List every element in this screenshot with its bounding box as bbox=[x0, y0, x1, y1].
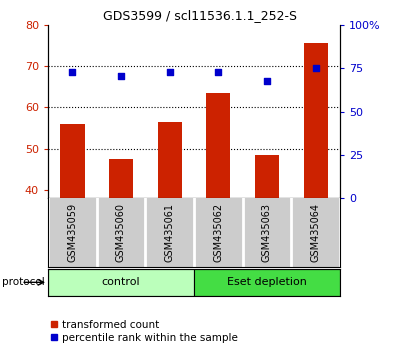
Text: GSM435063: GSM435063 bbox=[262, 203, 272, 262]
Text: GDS3599 / scl11536.1.1_252-S: GDS3599 / scl11536.1.1_252-S bbox=[103, 9, 297, 22]
Text: GSM435059: GSM435059 bbox=[67, 203, 77, 262]
Bar bbox=[158, 122, 182, 198]
Legend: transformed count, percentile rank within the sample: transformed count, percentile rank withi… bbox=[45, 315, 242, 347]
Point bbox=[166, 69, 173, 75]
Point bbox=[69, 69, 76, 75]
Bar bbox=[109, 159, 133, 198]
Text: protocol: protocol bbox=[2, 278, 45, 287]
Text: GSM435060: GSM435060 bbox=[116, 203, 126, 262]
Point bbox=[215, 69, 222, 75]
Point bbox=[118, 74, 124, 79]
Bar bbox=[60, 124, 84, 198]
Text: GSM435062: GSM435062 bbox=[213, 203, 223, 262]
Point bbox=[264, 78, 270, 84]
Text: control: control bbox=[102, 277, 140, 287]
Text: GSM435061: GSM435061 bbox=[165, 203, 175, 262]
Bar bbox=[206, 93, 230, 198]
Bar bbox=[194, 269, 340, 296]
Text: GSM435064: GSM435064 bbox=[311, 203, 321, 262]
Bar bbox=[304, 44, 328, 198]
Bar bbox=[255, 155, 279, 198]
Bar bbox=[48, 269, 194, 296]
Point bbox=[312, 65, 319, 71]
Text: Eset depletion: Eset depletion bbox=[227, 277, 307, 287]
